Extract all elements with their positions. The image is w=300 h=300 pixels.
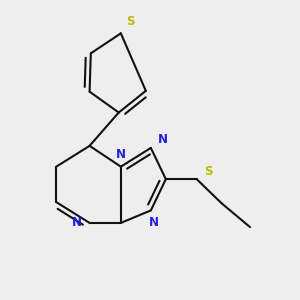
Text: N: N [72,216,82,230]
Text: S: S [126,15,134,28]
Text: S: S [204,165,213,178]
Text: N: N [116,148,126,161]
Text: N: N [158,133,168,146]
Text: N: N [149,216,159,229]
